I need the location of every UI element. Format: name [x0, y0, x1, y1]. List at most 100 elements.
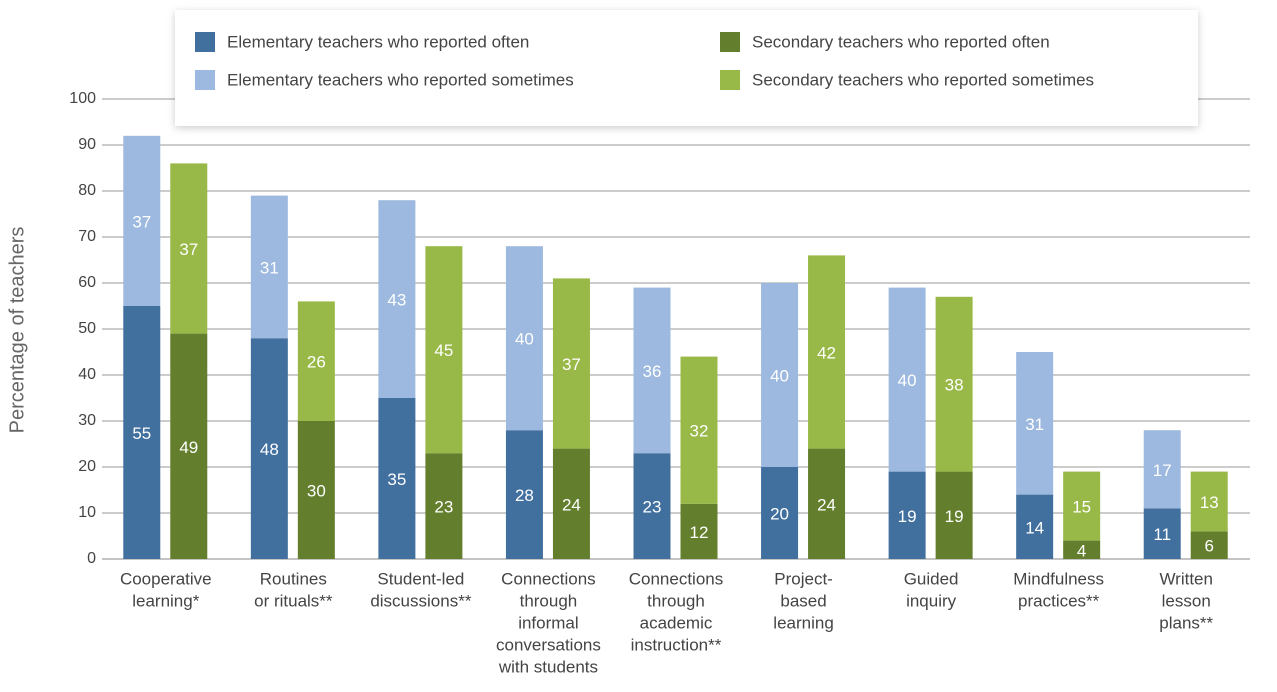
data-label: 23 [434, 498, 453, 517]
x-tick-label: with students [498, 657, 598, 676]
bar-segment [425, 453, 463, 559]
data-label: 20 [770, 504, 789, 523]
data-label: 30 [307, 481, 326, 500]
bar-segment [123, 135, 161, 306]
data-label: 43 [387, 291, 406, 310]
bar-segment [297, 421, 335, 559]
bar-segment [425, 246, 463, 454]
y-tick-label: 0 [87, 550, 96, 567]
bar-segment [1143, 430, 1181, 509]
y-tick-label: 60 [78, 274, 96, 291]
x-tick-label: Connections [629, 569, 724, 588]
bar-segment [505, 430, 543, 559]
y-tick-label: 10 [78, 504, 96, 521]
data-label: 37 [562, 355, 581, 374]
x-tick-label: Cooperative [120, 569, 212, 588]
bar-segment [250, 195, 288, 339]
x-tick-label: or rituals** [254, 591, 333, 610]
legend-swatch [195, 32, 215, 52]
y-tick-label: 50 [78, 320, 96, 337]
data-label: 36 [643, 362, 662, 381]
x-tick-label: practices** [1018, 591, 1100, 610]
bar-segment [888, 287, 926, 472]
data-label: 17 [1153, 461, 1172, 480]
bar-segment [170, 163, 208, 334]
x-tick-label: Routines [260, 569, 327, 588]
bar-segment [170, 333, 208, 559]
x-tick-label: through [520, 591, 578, 610]
data-label: 40 [898, 371, 917, 390]
legend-label: Elementary teachers who reported often [227, 32, 529, 51]
data-label: 11 [1153, 525, 1171, 544]
x-tick-label: informal [518, 613, 578, 632]
x-tick-label: plans** [1159, 613, 1213, 632]
legend-swatch [195, 70, 215, 90]
y-tick-label: 40 [78, 366, 96, 383]
data-label: 40 [770, 366, 789, 385]
y-axis-label: Percentage of teachers [6, 227, 28, 434]
data-label: 49 [179, 438, 198, 457]
data-label: 37 [132, 212, 151, 231]
data-label: 6 [1204, 537, 1213, 556]
bar-segment [888, 471, 926, 559]
legend-label: Secondary teachers who reported sometime… [752, 70, 1094, 89]
bar-segment [1063, 540, 1101, 559]
x-tick-label: Student-led [377, 569, 464, 588]
legend-box [175, 10, 1198, 126]
data-label: 31 [260, 258, 279, 277]
bar-segment [761, 283, 799, 467]
x-tick-label: through [647, 591, 705, 610]
data-label: 32 [690, 422, 709, 441]
x-tick-label: Project- [774, 569, 833, 588]
x-tick-label: Connections [501, 569, 596, 588]
x-tick-label: instruction** [631, 635, 722, 654]
legend-label: Secondary teachers who reported often [752, 32, 1050, 51]
x-tick-label: Written [1159, 569, 1213, 588]
data-label: 12 [690, 523, 709, 542]
y-tick-label: 100 [69, 90, 96, 107]
bar-segment [552, 278, 590, 449]
legend-label: Elementary teachers who reported sometim… [227, 70, 574, 89]
x-tick-label: conversations [496, 635, 601, 654]
bar-segment [808, 448, 846, 559]
x-tick-label: Mindfulness [1013, 569, 1104, 588]
bar-segment [633, 453, 671, 559]
bar-segment [123, 306, 161, 559]
bar-segment [761, 467, 799, 559]
data-label: 4 [1077, 541, 1086, 560]
bar-segment [680, 503, 718, 559]
x-tick-label: inquiry [906, 591, 957, 610]
legend-swatch [720, 70, 740, 90]
data-label: 24 [562, 495, 581, 514]
y-tick-label: 30 [78, 412, 96, 429]
x-tick-label: learning [773, 613, 834, 632]
bar-segment [808, 255, 846, 449]
data-label: 26 [307, 353, 326, 372]
data-label: 23 [643, 498, 662, 517]
bar-segment [680, 356, 718, 504]
bar-segment [297, 301, 335, 421]
bar-segment [505, 246, 543, 431]
bar-segment [1190, 531, 1228, 559]
data-label: 40 [515, 330, 534, 349]
data-label: 38 [945, 376, 964, 395]
data-label: 37 [179, 240, 198, 259]
data-label: 15 [1072, 498, 1091, 517]
data-label: 55 [132, 424, 151, 443]
bar-segment [378, 398, 416, 559]
data-label: 28 [515, 486, 534, 505]
bar-segment [633, 287, 671, 454]
data-label: 31 [1025, 415, 1044, 434]
data-label: 48 [260, 440, 279, 459]
bar-segment [1063, 471, 1101, 541]
y-tick-label: 20 [78, 458, 96, 475]
bar-segment [935, 471, 973, 559]
data-label: 14 [1025, 518, 1044, 537]
x-tick-label: based [780, 591, 826, 610]
bar-segment [250, 338, 288, 559]
data-label: 42 [817, 343, 836, 362]
data-label: 24 [817, 495, 836, 514]
x-tick-label: discussions** [370, 591, 471, 610]
data-label: 35 [387, 470, 406, 489]
